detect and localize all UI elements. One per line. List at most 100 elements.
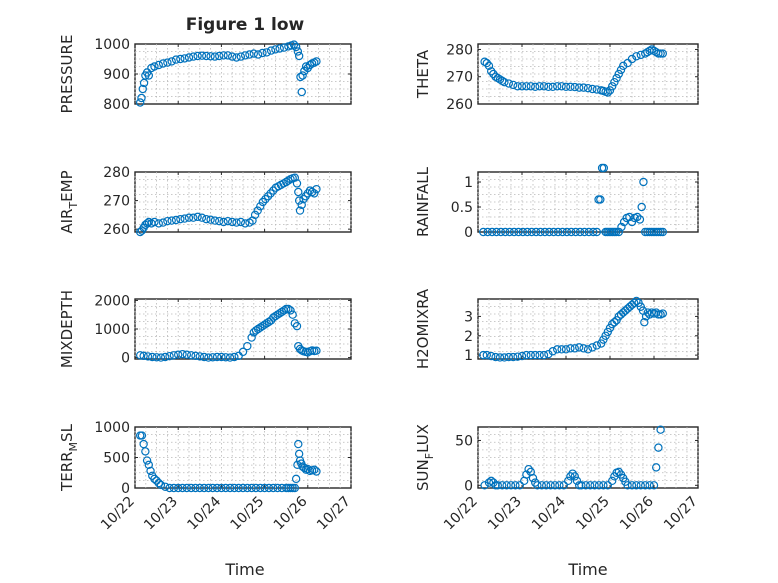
data-point — [297, 87, 306, 97]
y-tick-label: 1000 — [94, 37, 130, 53]
data-point — [579, 344, 588, 353]
data-point — [608, 82, 617, 91]
data-point — [195, 352, 204, 361]
data-point — [230, 352, 239, 362]
data-point — [539, 82, 549, 91]
y-tick-label: 2000 — [94, 293, 130, 309]
data-point — [479, 227, 488, 237]
y-tick-label: 0 — [121, 351, 130, 367]
data-point — [535, 82, 544, 91]
data-point — [182, 483, 192, 493]
data-point — [269, 483, 278, 493]
data-point — [230, 483, 239, 493]
data-point — [632, 52, 641, 61]
data-point — [513, 82, 522, 91]
data-point — [161, 482, 170, 491]
data-point — [487, 227, 497, 237]
data-point — [658, 309, 668, 318]
data-point — [493, 481, 502, 490]
data-point — [570, 344, 580, 353]
data-point — [189, 52, 198, 61]
data-point — [515, 481, 525, 490]
data-point — [580, 227, 589, 237]
data-point — [204, 483, 213, 493]
data-point — [261, 194, 270, 204]
data-point — [312, 346, 321, 355]
data-point — [223, 51, 233, 60]
data-point — [169, 483, 179, 493]
data-point — [171, 215, 181, 225]
data-point — [649, 227, 659, 237]
data-point — [154, 60, 163, 70]
data-point — [212, 352, 222, 362]
data-point — [152, 476, 161, 485]
data-point — [527, 227, 536, 237]
data-point — [167, 57, 176, 66]
data-point — [197, 213, 207, 222]
data-point — [572, 476, 582, 486]
data-point — [291, 474, 301, 484]
data-point — [258, 48, 267, 58]
data-point — [656, 49, 665, 58]
data-point — [583, 83, 593, 93]
data-point — [479, 350, 488, 360]
data-point — [656, 425, 665, 434]
data-point — [625, 212, 634, 222]
y-tick-label: 270 — [446, 70, 473, 86]
data-point — [310, 189, 319, 198]
data-point — [253, 50, 263, 59]
data-point — [243, 341, 252, 351]
x-tick-label: 10/23 — [141, 494, 181, 534]
data-point — [208, 483, 217, 493]
y-tick-label: 900 — [103, 67, 130, 83]
data-point — [154, 478, 163, 488]
data-point — [614, 467, 624, 477]
data-point — [290, 173, 300, 182]
data-point — [627, 54, 637, 64]
data-point — [522, 470, 531, 479]
data-point — [258, 197, 268, 207]
data-point — [654, 443, 663, 452]
data-point — [542, 481, 551, 490]
data-point — [240, 219, 250, 228]
data-point — [219, 217, 228, 227]
data-point — [282, 177, 291, 187]
data-point — [610, 318, 619, 327]
data-point — [167, 216, 176, 225]
x-tick-label: 10/27 — [661, 494, 701, 534]
data-point — [489, 478, 498, 487]
data-point — [260, 320, 269, 329]
data-point — [658, 49, 668, 58]
data-point — [199, 352, 209, 362]
data-point — [540, 227, 550, 237]
data-point — [169, 351, 179, 360]
data-point — [219, 51, 228, 60]
data-point — [557, 345, 566, 354]
x-tick-label: 10/27 — [314, 494, 354, 534]
data-point — [298, 71, 307, 80]
data-point — [517, 351, 527, 361]
data-point — [146, 466, 155, 476]
data-point — [566, 472, 575, 481]
data-point — [495, 353, 505, 362]
y-tick-label: 270 — [103, 194, 130, 210]
data-point — [294, 439, 303, 449]
panel-theta: 260 270 280 THETA — [414, 42, 699, 113]
data-point — [635, 215, 645, 224]
data-point — [176, 214, 185, 224]
y-tick-label: 0.5 — [451, 200, 473, 216]
data-point — [191, 483, 200, 493]
data-point — [553, 227, 563, 237]
data-point — [156, 353, 166, 362]
data-point — [210, 216, 220, 225]
data-point — [636, 481, 646, 490]
data-point — [154, 219, 163, 228]
x-tick-label: 10/24 — [184, 493, 224, 533]
data-point — [269, 186, 278, 195]
data-point — [182, 350, 192, 359]
data-point — [249, 49, 258, 58]
data-point — [204, 353, 213, 362]
y-tick-label: 800 — [103, 97, 130, 113]
data-point — [517, 82, 527, 91]
data-point — [156, 480, 166, 490]
